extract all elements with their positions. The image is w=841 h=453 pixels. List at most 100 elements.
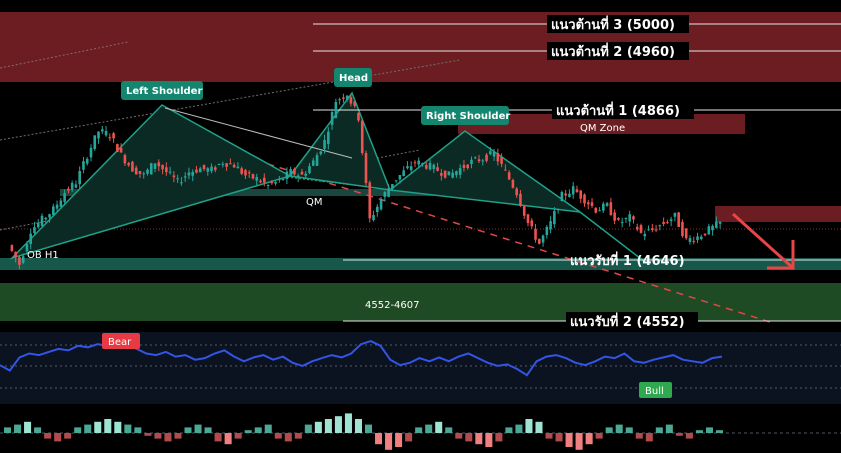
histogram-bar [635, 433, 643, 439]
candle-body [436, 167, 439, 171]
candle-body [684, 228, 688, 239]
candle-body [36, 222, 40, 228]
candle-body [202, 164, 206, 169]
candle-body [522, 206, 526, 216]
histogram-bar [324, 419, 332, 433]
candle-body [428, 162, 432, 170]
histogram-bar [375, 433, 383, 445]
level-label-bg [566, 312, 698, 330]
left-shoulder-tag [121, 81, 203, 100]
histogram-bar [385, 433, 393, 450]
candle-body [432, 164, 436, 169]
histogram-bar [705, 427, 713, 433]
histogram-bar [254, 427, 262, 433]
candle-body [669, 219, 673, 222]
histogram-bar [114, 421, 122, 433]
histogram-bar [74, 427, 82, 433]
candle-body [100, 129, 104, 132]
candle-body [628, 214, 632, 222]
candle-body [511, 180, 515, 188]
candle-body [699, 236, 703, 239]
candle-body [165, 167, 168, 173]
histogram-bar [625, 427, 633, 433]
histogram-bar [425, 424, 433, 433]
candle-body [360, 120, 364, 153]
candle-body [447, 171, 451, 176]
candle-body [289, 169, 292, 176]
candle-body [278, 178, 281, 180]
level-label-bg [552, 101, 694, 119]
candle-body [183, 176, 187, 178]
candle-body [134, 167, 138, 175]
channel-line-top [0, 41, 129, 69]
bear-tag [102, 333, 140, 349]
level-label-bg [547, 42, 689, 60]
histogram-bar [675, 433, 683, 436]
histogram-bar [365, 424, 373, 433]
right-shoulder-shape [388, 130, 581, 213]
histogram-bar [575, 433, 583, 450]
candle-body [266, 184, 270, 186]
histogram-bar [515, 424, 523, 433]
candle-body [639, 225, 643, 233]
histogram-bar [595, 433, 603, 439]
candle-body [530, 220, 534, 227]
candle-body [153, 163, 157, 169]
candle-body [605, 203, 609, 206]
candle-body [206, 168, 210, 172]
candle-body [119, 147, 123, 153]
candle-body [342, 97, 345, 99]
candle-body [48, 214, 51, 218]
candle-body [620, 222, 624, 224]
right-resistance-box [715, 206, 841, 222]
left-shoulder-shape [9, 104, 292, 260]
candle-body [161, 164, 164, 170]
histogram-bar [445, 427, 453, 433]
candle-body [104, 131, 108, 136]
candle-body [232, 164, 236, 168]
candle-body [424, 165, 428, 169]
qm-band [60, 189, 520, 196]
candle-body [473, 157, 477, 159]
candle-body [658, 225, 662, 227]
candle-body [357, 112, 360, 121]
candle-body [507, 172, 511, 180]
candle-body [586, 202, 590, 205]
candle-body [327, 131, 330, 145]
histogram-bar [555, 433, 563, 442]
down-arrow-icon [731, 212, 795, 270]
histogram-bar [405, 433, 413, 442]
candle-body [214, 167, 217, 170]
head-label: Head [339, 73, 368, 84]
candle-body [195, 169, 198, 173]
candle-body [40, 215, 44, 226]
candle-body [711, 225, 714, 231]
histogram-bar [244, 430, 252, 433]
candle-body [406, 166, 409, 169]
candle-body [308, 166, 311, 174]
candle-body [198, 168, 202, 173]
histogram-bar [535, 421, 543, 433]
histogram-bar [224, 433, 232, 445]
histogram-bar [695, 430, 703, 433]
candle-body [142, 173, 146, 175]
candle-body [673, 212, 677, 217]
histogram-bar [334, 416, 342, 433]
candle-body [632, 216, 635, 220]
histogram-bar [475, 433, 483, 445]
candle-body [583, 194, 586, 204]
candle-body [458, 168, 462, 175]
candle-body [168, 171, 172, 173]
candle-body [575, 189, 579, 193]
candle-body [470, 159, 473, 165]
candle-body [368, 182, 372, 219]
support-zone [0, 283, 841, 321]
candle-body [300, 171, 304, 175]
candle-body [21, 256, 25, 263]
candle-body [52, 206, 55, 216]
histogram-bar [194, 424, 202, 433]
histogram-bar [344, 413, 352, 433]
candle-body [643, 233, 647, 237]
